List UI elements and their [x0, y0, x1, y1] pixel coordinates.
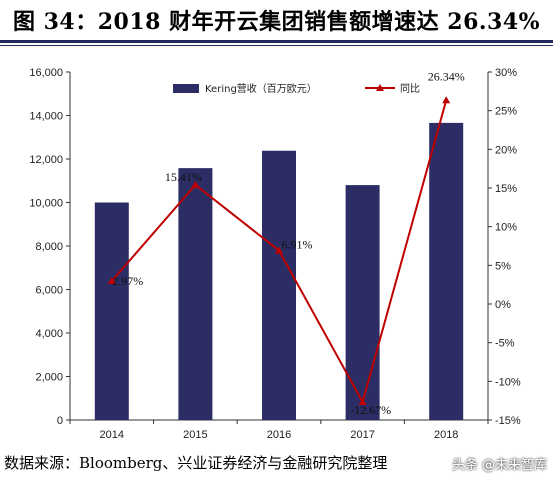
right-tick-label: -10% [495, 376, 521, 388]
chart: 0 2,000 4,000 6,000 8,000 10,000 12,000 14,000 1… [29, 67, 521, 441]
revenue-bar [429, 122, 464, 421]
x-tick-label: 2017 [350, 429, 374, 441]
left-tick-label: 8,000 [35, 241, 63, 253]
legend-bar-label: Kering营收（百万欧元） [205, 82, 317, 95]
yoy-point [107, 277, 116, 285]
yoy-data-label: 26.34% [428, 69, 465, 83]
right-tick-label: 25% [495, 106, 517, 118]
yoy-data-label: 2.97% [112, 274, 143, 288]
left-tick-label: 12,000 [29, 154, 63, 166]
revenue-bar [345, 185, 380, 420]
yoy-point [358, 397, 367, 405]
yoy-point [442, 96, 451, 104]
left-tick-label: 16,000 [29, 67, 63, 79]
yoy-data-label: 6.91% [282, 238, 313, 252]
right-tick-label: 10% [495, 222, 517, 234]
left-tick-label: 14,000 [29, 111, 63, 123]
yoy-point [191, 180, 200, 188]
legend-line-label: 同比 [400, 83, 420, 95]
right-tick-label: 5% [495, 260, 511, 272]
right-tick-label: 0% [495, 299, 511, 311]
source-note: 数据来源：Bloomberg、兴业证券经济与金融研究院整理 [4, 454, 388, 472]
left-tick-label: 6,000 [35, 285, 63, 297]
yoy-data-label: 15.41% [165, 170, 202, 184]
x-tick-label: 2016 [267, 429, 291, 441]
title-rule-top [0, 40, 553, 43]
x-tick-label: 2018 [434, 429, 458, 441]
right-tick-label: -15% [495, 415, 521, 427]
title-rule-bottom [0, 45, 553, 46]
left-tick-label: 4,000 [35, 328, 63, 340]
right-tick-label: 20% [495, 144, 517, 156]
chart-title: 图 34：2018 财年开云集团销售额增速达 26.34% [12, 9, 541, 35]
x-tick-label: 2014 [100, 429, 124, 441]
yoy-point [275, 246, 283, 254]
watermark: 头条 @未来智库 [451, 458, 547, 473]
legend-bar-swatch [173, 84, 199, 93]
left-tick-label: 0 [57, 415, 63, 427]
right-tick-label: -5% [495, 338, 515, 350]
right-tick-label: 15% [495, 183, 517, 195]
left-tick-label: 2,000 [35, 372, 63, 384]
x-tick-label: 2015 [183, 429, 207, 441]
legend-line-marker [376, 84, 384, 91]
right-tick-label: 30% [495, 67, 517, 79]
revenue-bar [262, 150, 296, 421]
revenue-bar [94, 202, 129, 420]
yoy-data-label: -12.67% [350, 403, 391, 417]
revenue-bar [178, 168, 213, 420]
left-tick-label: 10,000 [29, 198, 63, 210]
